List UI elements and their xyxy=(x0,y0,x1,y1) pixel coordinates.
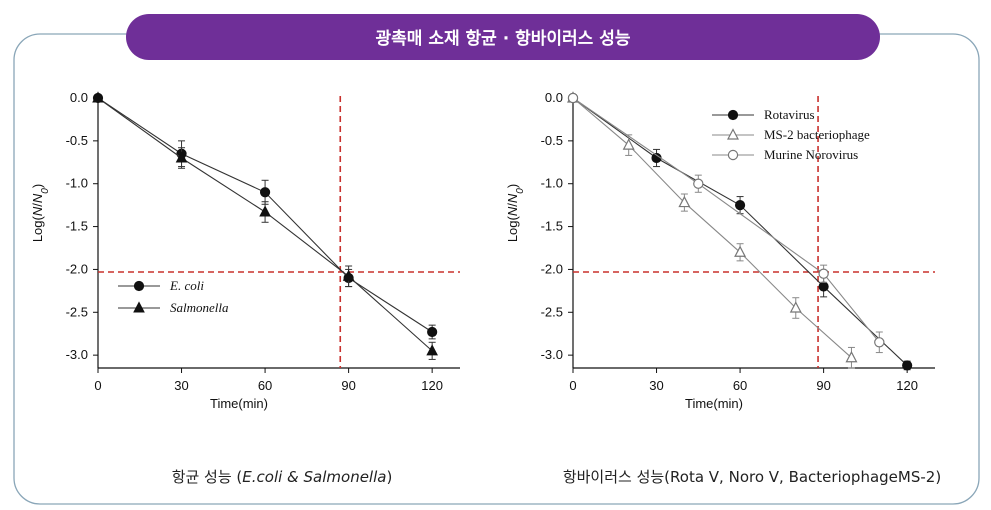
chart-antiviral: 0 30 60 90 120 0.0 -0.5 -1.0 -1.5 -2.0 -2.5 -3.0 Tim… xyxy=(505,90,935,411)
y-axis-label-part: Log( xyxy=(505,215,520,242)
x-tick-label: 60 xyxy=(733,378,747,393)
data-point xyxy=(845,350,858,363)
y-axis-label-part: / xyxy=(505,203,520,207)
y-axis-label-part: N xyxy=(505,193,520,203)
data-point xyxy=(693,178,704,189)
y-tick-label: -1.5 xyxy=(66,219,88,234)
legend-entry: Murine Norovirus xyxy=(712,147,858,162)
legend-marker xyxy=(133,301,145,313)
legend-label: MS-2 bacteriophage xyxy=(764,127,870,142)
legend-entry: Salmonella xyxy=(118,300,229,315)
data-point xyxy=(734,200,746,211)
y-tick-label: -1.5 xyxy=(541,219,563,234)
y-axis-label-part: Log( xyxy=(30,215,45,242)
caption-antiviral: 항바이러스 성능(Rota V, Noro V, BacteriophageMS… xyxy=(563,468,941,486)
title-banner xyxy=(126,14,880,60)
y-tick-label: -3.0 xyxy=(541,347,563,362)
legend-marker xyxy=(727,128,739,140)
series-salmonella xyxy=(92,91,438,360)
data-point xyxy=(259,205,271,217)
data-point xyxy=(567,92,579,104)
x-tick-label: 30 xyxy=(174,378,188,393)
legend-label: Salmonella xyxy=(170,300,229,315)
y-tick-label: -1.0 xyxy=(66,176,88,191)
legend-entry: E. coli xyxy=(118,278,204,293)
data-point xyxy=(734,245,747,257)
y-tick-label: -1.0 xyxy=(541,176,563,191)
y-axis-label-part: N xyxy=(30,206,45,216)
series-line xyxy=(572,97,880,343)
legend-marker xyxy=(727,149,739,161)
series-murine-norovirus xyxy=(567,92,885,354)
y-axis-label-part: ) xyxy=(30,184,45,188)
banner-title: 광촉매 소재 항균 · 항바이러스 성능 xyxy=(375,28,630,49)
y-axis-label: Log(N/N0) xyxy=(505,184,526,242)
x-tick-label: 30 xyxy=(649,378,663,393)
caption-antibacterial-post: ) xyxy=(386,468,392,486)
x-tick-label: 120 xyxy=(421,378,443,393)
caption-antibacterial-pre: 항균 성능 ( xyxy=(172,468,243,486)
x-axis-label: Time(min) xyxy=(210,396,268,411)
legend-entry: MS-2 bacteriophage xyxy=(712,127,870,142)
y-axis-label-part: / xyxy=(30,203,45,207)
data-point xyxy=(342,269,355,281)
y-tick-label: -2.5 xyxy=(66,304,88,319)
x-tick-label: 90 xyxy=(816,378,830,393)
legend-marker xyxy=(727,109,739,121)
series-line xyxy=(97,97,433,352)
x-tick-label: 60 xyxy=(258,378,272,393)
series-ms-2-bacteriophage xyxy=(567,91,858,369)
caption-antibacterial: 항균 성능 (E.coli & Salmonella) xyxy=(172,468,393,486)
data-point xyxy=(426,344,438,356)
x-tick-label: 120 xyxy=(896,378,918,393)
data-point xyxy=(622,138,635,150)
data-point xyxy=(789,301,802,313)
data-point xyxy=(818,281,829,292)
data-point xyxy=(259,187,271,198)
y-tick-label: -2.0 xyxy=(66,261,88,276)
y-tick-label: -0.5 xyxy=(66,133,88,148)
y-tick-label: -2.5 xyxy=(541,304,563,319)
caption-antibacterial-italic: E.coli & Salmonella xyxy=(242,468,386,486)
data-point xyxy=(678,195,691,208)
data-point xyxy=(175,151,188,163)
data-point xyxy=(902,360,913,371)
y-axis-label-part: 0 xyxy=(40,188,51,194)
x-tick-label: 0 xyxy=(569,378,576,393)
figure-frame xyxy=(13,33,980,505)
legend-label: E. coli xyxy=(169,278,204,293)
y-tick-label: 0.0 xyxy=(70,90,88,105)
legend-label: Murine Norovirus xyxy=(764,147,858,162)
x-tick-label: 0 xyxy=(94,378,101,393)
data-point xyxy=(92,91,104,103)
data-point xyxy=(427,326,438,338)
legend-entry: Rotavirus xyxy=(712,107,815,122)
y-axis-label: Log(N/N0) xyxy=(30,184,51,242)
y-tick-label: -2.0 xyxy=(541,261,563,276)
data-point xyxy=(874,337,885,348)
y-axis-label-part: N xyxy=(505,206,520,216)
x-tick-label: 90 xyxy=(341,378,355,393)
data-point xyxy=(818,268,829,279)
y-tick-label: -3.0 xyxy=(66,347,88,362)
y-tick-label: -0.5 xyxy=(541,133,563,148)
y-tick-label: 0.0 xyxy=(545,90,563,105)
x-axis-label: Time(min) xyxy=(685,396,743,411)
y-axis-label-part: 0 xyxy=(515,188,526,194)
legend-marker xyxy=(133,280,145,292)
y-axis-label-part: ) xyxy=(505,184,520,188)
caption-antiviral-text: 항바이러스 성능(Rota V, Noro V, BacteriophageMS… xyxy=(563,468,941,486)
legend-label: Rotavirus xyxy=(764,107,815,122)
chart-antibacterial: 0 30 60 90 120 0.0 -0.5 -1.0 -1.5 -2.0 -2.5 -3.0 Tim… xyxy=(30,90,460,411)
y-axis-label-part: N xyxy=(30,193,45,203)
series-line xyxy=(572,97,852,359)
